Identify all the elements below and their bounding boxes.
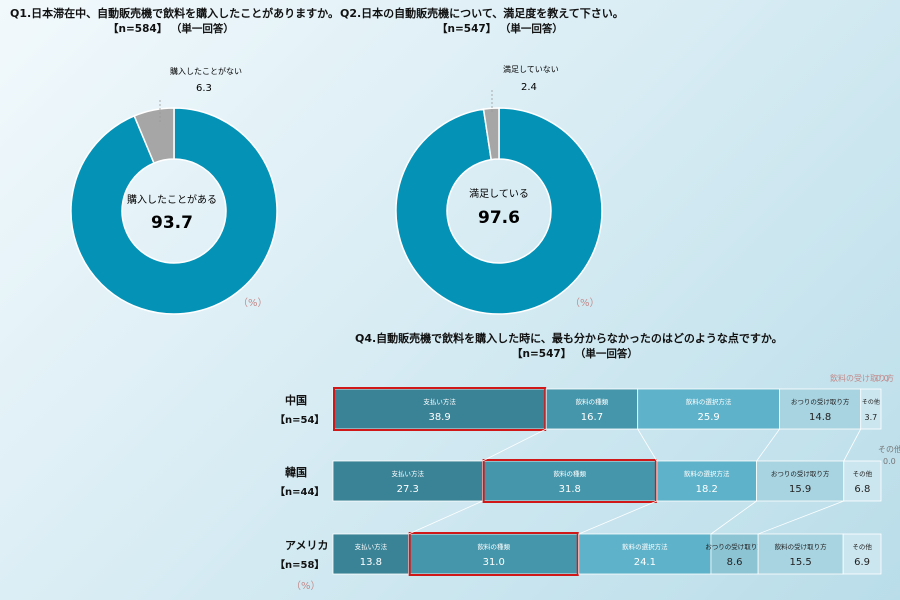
bar-seg-value-r2-s3: 8.6: [727, 557, 743, 568]
bar-seg-r2-s0: [332, 533, 410, 575]
bar-seg-label-r0-s2: 飲料の選択方法: [686, 397, 732, 406]
connector-r0-e1: [637, 428, 658, 462]
bar-seg-label-r0-s0: 支払い方法: [423, 397, 456, 406]
connector-r0-e2: [756, 428, 780, 462]
china-extra-label: 飲料の受け取り方: [830, 373, 894, 383]
bar-seg-r0-s4: [860, 388, 882, 430]
q4-title: Q4.自動販売機で飲料を購入した時に、最も分からなかったのはどのような点ですか。: [355, 332, 783, 345]
bar-seg-r0-s2: [637, 388, 781, 430]
bar-seg-r2-s4: [757, 533, 844, 575]
q1-unit: （%）: [238, 297, 268, 309]
q1-slice-0: [70, 107, 278, 315]
connector-r0-e3: [843, 428, 862, 462]
bar-seg-value-r0-s4: 3.7: [864, 413, 877, 422]
bar-seg-label-r2-s1: 飲料の種類: [477, 542, 510, 551]
bar-seg-r0-s3: [779, 388, 862, 430]
donut-charts: 購入したことがない 6.3 購入したことがある 93.7 （%） 満足していない…: [70, 65, 603, 315]
bar-seg-value-r1-s1: 31.8: [559, 484, 581, 495]
bar-seg-value-r2-s0: 13.8: [360, 557, 382, 568]
bar-seg-r1-s3: [756, 460, 845, 502]
q1-title: Q1.日本滞在中、自動販売機で飲料を購入したことがありますか。: [10, 7, 339, 20]
connector-r1-e3: [757, 500, 844, 535]
row-n-1: 【n=44】: [275, 485, 324, 498]
bar-seg-r2-s2: [578, 533, 712, 575]
korea-extra-value: 0.0: [883, 457, 896, 466]
connector-r1-e0: [408, 500, 483, 535]
bar-seg-label-r1-s4: その他: [853, 469, 873, 478]
bar-seg-label-r0-s1: 飲料の種類: [576, 397, 609, 406]
row-n-2: 【n=58】: [275, 558, 324, 571]
bar-seg-r2-s1: [408, 533, 580, 575]
q1-center-label: 購入したことがある: [127, 193, 217, 206]
bar-seg-value-r2-s4: 15.5: [790, 557, 812, 568]
bar-seg-r2-s5: [842, 533, 882, 575]
bar-seg-value-r1-s0: 27.3: [397, 484, 419, 495]
q2-small-value: 2.4: [521, 82, 537, 93]
bar-seg-label-r2-s2: 飲料の選択方法: [622, 542, 668, 551]
q1-small-label: 購入したことがない: [170, 66, 242, 76]
q1-center-value: 93.7: [151, 213, 193, 233]
q1-slice-1: [133, 107, 175, 165]
bar-seg-value-r0-s2: 25.9: [698, 412, 720, 423]
q2-slice-1: [482, 107, 500, 161]
q4-bars-group: 支払い方法 38.9 飲料の種類 16.7 飲料の選択方法 25.9 おつりの受け取り方 14…: [332, 387, 882, 576]
q1-donut: [70, 107, 278, 315]
bar-seg-label-r1-s3: おつりの受け取り方: [771, 469, 830, 478]
q4-subtitle: 【n=547】 （単一回答）: [512, 348, 638, 360]
bar-seg-label-r2-s5: その他: [852, 542, 872, 551]
bar-seg-value-r0-s1: 16.7: [581, 412, 603, 423]
bar-seg-label-r0-s3: おつりの受け取り方: [791, 397, 850, 406]
q2-small-label: 満足していない: [503, 65, 559, 74]
bar-seg-r2-s3: [710, 533, 759, 575]
q2-subtitle: 【n=547】 （単一回答）: [437, 23, 563, 35]
q2-center-value: 97.6: [478, 208, 520, 228]
q2-slice-0: [395, 107, 603, 315]
highlight-box-r1: [482, 459, 657, 503]
korea-extra-label: その他: [878, 444, 900, 454]
bar-seg-value-r0-s0: 38.9: [428, 412, 450, 423]
bar-seg-value-r0-s3: 14.8: [809, 412, 831, 423]
q4-stacked-bars: 支払い方法 38.9 飲料の種類 16.7 飲料の選択方法 25.9 おつりの受け取り方 14…: [275, 373, 900, 592]
row-name-1: 韓国: [285, 465, 307, 479]
bar-seg-label-r1-s2: 飲料の選択方法: [684, 469, 730, 478]
bar-seg-value-r2-s5: 6.9: [854, 557, 870, 568]
bar-seg-r1-s2: [656, 460, 758, 502]
row-name-2: アメリカ: [285, 539, 328, 552]
bar-seg-label-r0-s4: その他: [862, 398, 880, 406]
bar-seg-value-r1-s4: 6.8: [854, 484, 870, 495]
bar-seg-value-r1-s3: 15.9: [789, 484, 811, 495]
row-n-0: 【n=54】: [275, 413, 324, 426]
connector-r1-e2: [710, 500, 757, 535]
bar-seg-r1-s1: [482, 460, 658, 502]
bar-seg-label-r1-s0: 支払い方法: [392, 469, 425, 478]
connector-r1-e1: [578, 500, 658, 535]
bar-seg-value-r2-s2: 24.1: [634, 557, 656, 568]
q2-unit: （%）: [570, 297, 600, 309]
bar-seg-r0-s0: [332, 388, 547, 430]
highlight-box-r0: [333, 387, 547, 431]
china-extra-value: 0.0: [876, 374, 889, 383]
q4-row-labels: 中国【n=54】韓国【n=44】アメリカ【n=58】: [275, 393, 328, 571]
bar-seg-label-r2-s0: 支払い方法: [355, 542, 388, 551]
bar-seg-value-r1-s2: 18.2: [696, 484, 718, 495]
q2-title: Q2.日本の自動販売機について、満足度を教えて下さい。: [340, 7, 624, 20]
q2-center-label: 満足している: [469, 188, 529, 200]
bar-seg-label-r2-s3: おつりの受け取り方: [705, 542, 764, 551]
highlight-box-r2: [408, 532, 579, 576]
q1-small-value: 6.3: [196, 83, 212, 94]
q1-subtitle: 【n=584】 （単一回答）: [108, 23, 234, 35]
bar-seg-r0-s1: [545, 388, 639, 430]
connector-r0-e0: [482, 428, 547, 462]
bar-seg-label-r1-s1: 飲料の種類: [553, 469, 586, 478]
bar-seg-label-r2-s4: 飲料の受け取り方: [775, 542, 828, 551]
row-name-0: 中国: [285, 393, 307, 407]
bar-seg-r1-s4: [843, 460, 882, 502]
bar-seg-r1-s0: [332, 460, 484, 502]
bar-seg-value-r2-s1: 31.0: [483, 557, 505, 568]
q2-donut: [395, 107, 603, 315]
q4-unit: （%）: [291, 580, 321, 592]
